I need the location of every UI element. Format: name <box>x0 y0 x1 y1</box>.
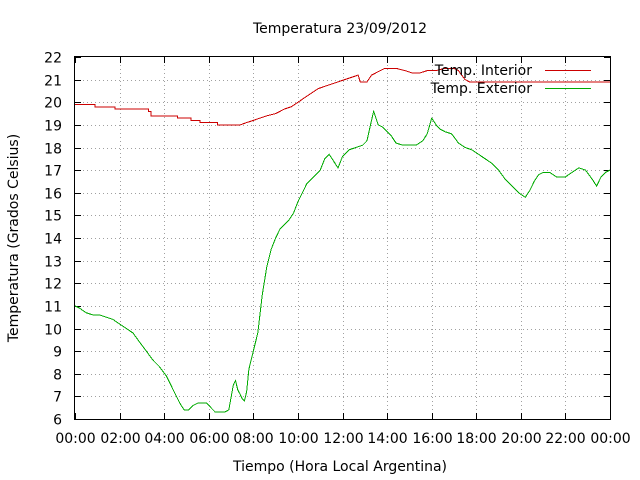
x-tick-label: 00:00 <box>55 431 95 447</box>
y-tick-label: 19 <box>44 119 62 135</box>
x-tick-label: 14:00 <box>367 431 407 447</box>
x-axis-tick-labels: 00:00 02:00 04:00 06:00 08:00 10:00 12:00 14:00… <box>55 431 630 447</box>
y-tick-label: 18 <box>44 142 62 158</box>
x-tick-label: 22:00 <box>545 431 585 447</box>
x-tick-label: 18:00 <box>456 431 496 447</box>
series-line-exterior <box>74 109 611 413</box>
legend: Temp. Interior Temp. Exterior <box>430 63 591 97</box>
y-tick-label: 16 <box>44 187 62 203</box>
x-tick-label: 12:00 <box>323 431 363 447</box>
y-tick-label: 10 <box>44 323 62 339</box>
x-tick-label: 02:00 <box>100 431 140 447</box>
plot-series <box>74 67 611 413</box>
chart-title: Temperatura 23/09/2012 <box>252 21 427 37</box>
x-tick-label: 10:00 <box>278 431 318 447</box>
y-tick-label: 12 <box>44 277 62 293</box>
x-tick-label: 20:00 <box>501 431 541 447</box>
x-tick-label: 04:00 <box>144 431 184 447</box>
y-tick-label: 22 <box>44 51 62 67</box>
y-tick-label: 13 <box>44 255 62 271</box>
y-tick-label: 8 <box>53 368 62 384</box>
y-tick-label: 14 <box>44 232 62 248</box>
y-tick-label: 15 <box>44 209 62 225</box>
y-tick-label: 7 <box>53 390 62 406</box>
x-tick-label: 08:00 <box>233 431 273 447</box>
y-tick-label: 6 <box>53 413 62 429</box>
axis-ticks <box>75 57 611 420</box>
legend-label: Temp. Interior <box>434 63 533 79</box>
y-tick-label: 21 <box>44 74 62 90</box>
y-axis-label: Temperatura (Grados Celsius) <box>6 134 22 343</box>
x-tick-label: 00:00 <box>590 431 630 447</box>
x-tick-label: 06:00 <box>189 431 229 447</box>
x-tick-label: 16:00 <box>412 431 452 447</box>
y-tick-label: 9 <box>53 345 62 361</box>
series-line-interior <box>75 67 610 126</box>
x-axis-label: Tiempo (Hora Local Argentina) <box>232 459 447 475</box>
y-axis-tick-labels: 6 7 8 9 10 11 12 13 14 15 16 17 18 19 20 21 22 <box>44 51 62 429</box>
y-tick-label: 20 <box>44 96 62 112</box>
y-tick-label: 11 <box>44 300 62 316</box>
grid <box>75 57 610 419</box>
legend-label: Temp. Exterior <box>430 81 533 97</box>
y-tick-label: 17 <box>44 164 62 180</box>
plot-frame <box>74 56 611 420</box>
